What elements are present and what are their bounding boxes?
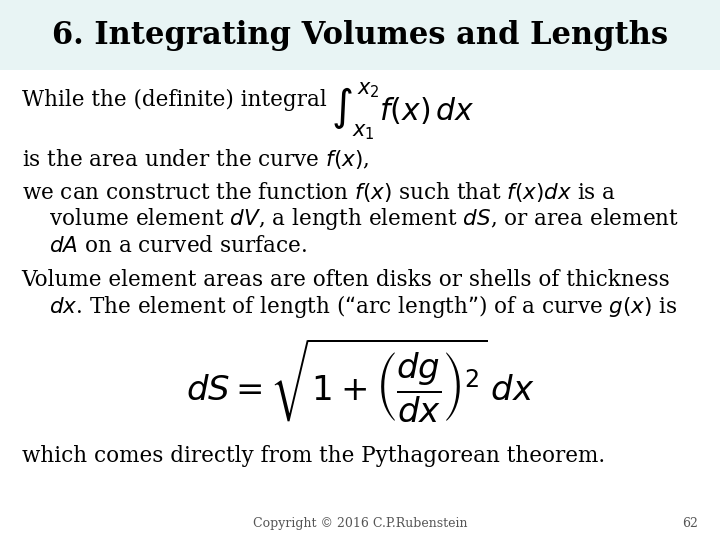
Text: Copyright © 2016 C.P.Rubenstein: Copyright © 2016 C.P.Rubenstein	[253, 517, 467, 530]
Text: $dS = \sqrt{1 + \left(\dfrac{dg}{dx}\right)^2}\,dx$: $dS = \sqrt{1 + \left(\dfrac{dg}{dx}\rig…	[186, 336, 534, 425]
Text: $dx$. The element of length (“arc length”) of a curve $g(x)$ is: $dx$. The element of length (“arc length…	[22, 293, 678, 320]
Text: While the (definite) integral: While the (definite) integral	[22, 89, 326, 111]
Text: volume element $dV$, a length element $dS$, or area element: volume element $dV$, a length element $d…	[22, 206, 678, 232]
Text: 6. Integrating Volumes and Lengths: 6. Integrating Volumes and Lengths	[52, 19, 668, 51]
Text: Volume element areas are often disks or shells of thickness: Volume element areas are often disks or …	[22, 269, 670, 291]
Text: which comes directly from the Pythagorean theorem.: which comes directly from the Pythagorea…	[22, 446, 605, 467]
Text: is the area under the curve $f(x)$,: is the area under the curve $f(x)$,	[22, 147, 369, 171]
Text: $dA$ on a curved surface.: $dA$ on a curved surface.	[22, 235, 307, 256]
FancyBboxPatch shape	[0, 0, 720, 70]
Text: we can construct the function $f(x)$ such that $f(x)dx$ is a: we can construct the function $f(x)$ suc…	[22, 180, 616, 204]
Text: 62: 62	[683, 517, 698, 530]
Text: $\int_{x_1}^{x_2} f(x)\,dx$: $\int_{x_1}^{x_2} f(x)\,dx$	[331, 80, 474, 141]
